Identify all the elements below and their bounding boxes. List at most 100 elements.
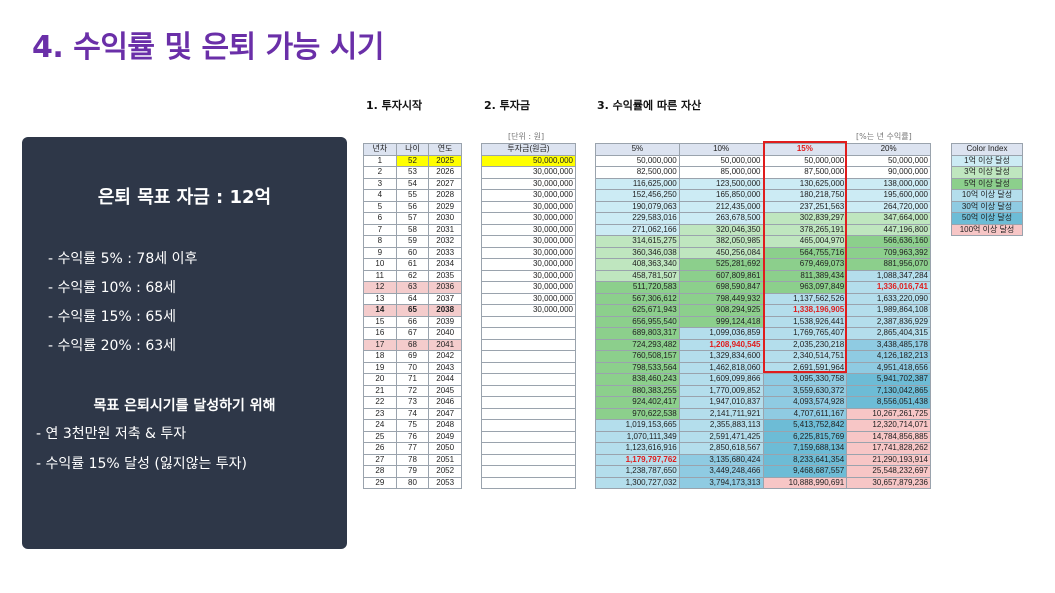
start-cell: 2042 xyxy=(428,350,462,363)
table-row: 567,306,612 798,449,932 1,137,562,526 1,633… xyxy=(595,292,931,305)
asset-cell: 302,839,297 xyxy=(762,212,848,225)
start-cell: 74 xyxy=(395,407,430,420)
start-cell: 2043 xyxy=(428,361,462,374)
investment-cell: 30,000,000 xyxy=(481,235,576,248)
asset-cell: 229,583,016 xyxy=(595,212,680,225)
unit-note: [단위 : 원] xyxy=(508,132,545,141)
table-row: 30,000,000 xyxy=(481,269,576,282)
table-row: 314,615,275 382,050,985 465,004,970 566,636… xyxy=(595,235,931,248)
asset-cell: 382,050,985 xyxy=(678,235,764,248)
table-row: 11 62 2035 xyxy=(363,269,462,282)
asset-cell: 85,000,000 xyxy=(678,166,764,179)
asset-cell: 3,794,173,313 xyxy=(678,476,764,489)
table-row xyxy=(481,476,576,489)
rate-line-15: - 수익률 15% : 65세 xyxy=(48,309,177,325)
asset-cell: 3,438,485,178 xyxy=(846,338,931,351)
asset-cell: 447,196,800 xyxy=(846,223,931,236)
asset-cell: 1,609,099,866 xyxy=(678,373,764,386)
asset-cell: 50,000,000 xyxy=(846,154,931,167)
asset-cell: 1,336,016,741 xyxy=(846,281,931,294)
asset-cell: 607,809,861 xyxy=(678,269,764,282)
table-row: 13 64 2037 xyxy=(363,292,462,305)
table-row: 18 69 2042 xyxy=(363,350,462,363)
asset-table: 5% 10% 15% 20% 50,000,000 50,000,000 50,000,00… xyxy=(595,143,931,489)
rate-line-5: - 수익률 5% : 78세 이후 xyxy=(48,251,198,267)
asset-cell: 1,137,562,526 xyxy=(762,292,848,305)
table-row: 7 58 2031 xyxy=(363,223,462,236)
start-cell: 9 xyxy=(363,246,397,259)
table-row xyxy=(481,430,576,443)
investment-cell xyxy=(481,453,576,466)
asset-cell: 564,755,716 xyxy=(762,246,848,259)
table-row: 1,019,153,665 2,355,883,113 5,413,752,842 1… xyxy=(595,419,931,432)
start-cell: 2034 xyxy=(428,258,462,271)
table-row: 838,460,243 1,609,099,866 3,095,330,758 5,9… xyxy=(595,373,931,386)
start-cell: 2031 xyxy=(428,223,462,236)
table-row: 30,000,000 xyxy=(481,292,576,305)
asset-cell: 12,320,714,071 xyxy=(846,419,931,432)
table-row: 1,123,616,916 2,850,618,567 7,159,688,134 1… xyxy=(595,442,931,455)
table-row: 28 79 2052 xyxy=(363,465,462,478)
asset-cell: 116,625,000 xyxy=(595,177,680,190)
table-row: 30,000,000 xyxy=(481,189,576,202)
header-cell: 20% xyxy=(846,143,931,156)
asset-cell: 82,500,000 xyxy=(595,166,680,179)
table-row xyxy=(481,338,576,351)
start-cell: 59 xyxy=(395,235,430,248)
start-cell: 77 xyxy=(395,442,430,455)
investment-cell: 30,000,000 xyxy=(481,212,576,225)
header-cell: 10% xyxy=(678,143,764,156)
legend-row: 100억 이상 달성 xyxy=(951,223,1023,236)
legend-item: 30억 이상 달성 xyxy=(951,200,1023,213)
table-row: 2 53 2026 xyxy=(363,166,462,179)
start-cell: 72 xyxy=(395,384,430,397)
asset-cell: 567,306,612 xyxy=(595,292,680,305)
start-cell: 2038 xyxy=(428,304,462,317)
asset-cell: 970,622,538 xyxy=(595,407,680,420)
start-cell: 2 xyxy=(363,166,397,179)
asset-cell: 271,062,166 xyxy=(595,223,680,236)
asset-cell: 760,508,157 xyxy=(595,350,680,363)
table-row: 16 67 2040 xyxy=(363,327,462,340)
start-cell: 65 xyxy=(395,304,430,317)
table-row: 23 74 2047 xyxy=(363,407,462,420)
asset-cell: 90,000,000 xyxy=(846,166,931,179)
start-cell: 75 xyxy=(395,419,430,432)
investment-cell xyxy=(481,430,576,443)
table-row: 30,000,000 xyxy=(481,223,576,236)
table-row: 970,622,538 2,141,711,921 4,707,611,167 10,… xyxy=(595,407,931,420)
table-row: 6 57 2030 xyxy=(363,212,462,225)
asset-cell: 50,000,000 xyxy=(678,154,764,167)
start-cell: 8 xyxy=(363,235,397,248)
investment-table-header: 투자금(원금) xyxy=(481,143,576,156)
table-row xyxy=(481,384,576,397)
investment-cell xyxy=(481,442,576,455)
start-cell: 66 xyxy=(395,315,430,328)
asset-cell: 264,720,000 xyxy=(846,200,931,213)
asset-cell: 1,769,765,407 xyxy=(762,327,848,340)
table-row: 190,079,063 212,435,000 237,251,563 264,720… xyxy=(595,200,931,213)
investment-cell: 30,000,000 xyxy=(481,292,576,305)
table-row: 5 56 2029 xyxy=(363,200,462,213)
asset-cell: 625,671,943 xyxy=(595,304,680,317)
asset-cell: 450,256,084 xyxy=(678,246,764,259)
asset-cell: 963,097,849 xyxy=(762,281,848,294)
table-row: 724,293,482 1,208,940,545 2,035,230,218 3,4… xyxy=(595,338,931,351)
start-cell: 2029 xyxy=(428,200,462,213)
asset-cell: 1,989,864,108 xyxy=(846,304,931,317)
asset-cell: 4,707,611,167 xyxy=(762,407,848,420)
table-row: 116,625,000 123,500,000 130,625,000 138,000… xyxy=(595,177,931,190)
table-row: 30,000,000 xyxy=(481,258,576,271)
asset-cell: 1,462,818,060 xyxy=(678,361,764,374)
table-row: 25 76 2049 xyxy=(363,430,462,443)
start-cell: 2039 xyxy=(428,315,462,328)
investment-cell: 50,000,000 xyxy=(481,154,576,167)
start-cell: 25 xyxy=(363,430,397,443)
asset-cell: 1,123,616,916 xyxy=(595,442,680,455)
start-cell: 2041 xyxy=(428,338,462,351)
start-cell: 68 xyxy=(395,338,430,351)
table-row: 14 65 2038 xyxy=(363,304,462,317)
start-cell: 2033 xyxy=(428,246,462,259)
asset-cell: 130,625,000 xyxy=(762,177,848,190)
investment-cell xyxy=(481,396,576,409)
